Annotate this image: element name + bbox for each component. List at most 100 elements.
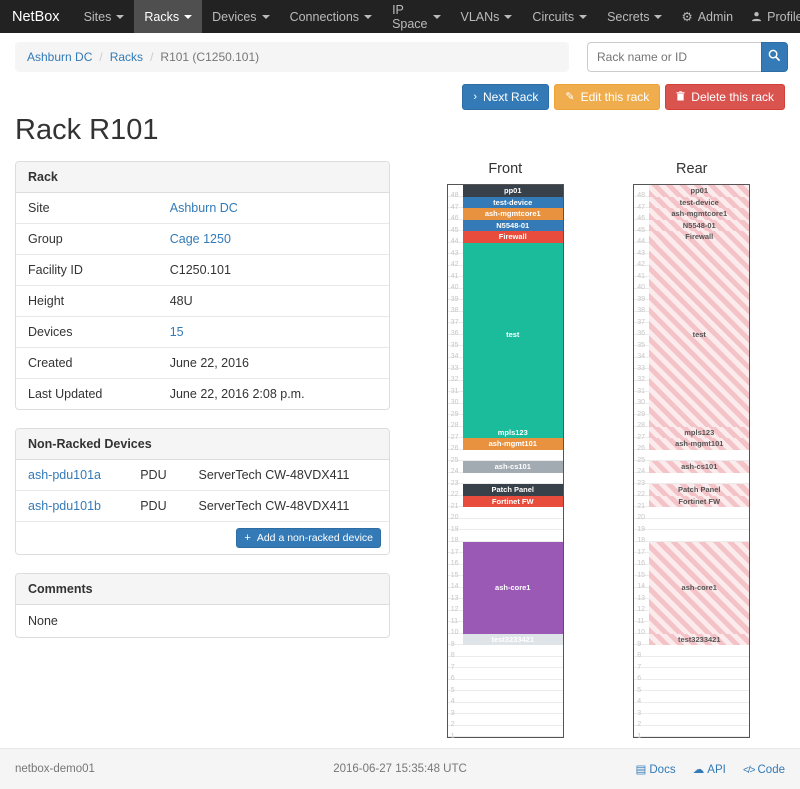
nav-item-connections[interactable]: Connections xyxy=(280,0,383,33)
device-front-fortinet-fw[interactable]: Fortinet FW xyxy=(462,495,563,507)
device-front-test-device[interactable]: test-device xyxy=(462,196,563,208)
attr-value: Cage 1250 xyxy=(157,223,389,255)
delete-rack-button[interactable]: Delete this rack xyxy=(665,84,785,110)
device-rear-n5548-01[interactable]: N5548-01 xyxy=(649,219,750,231)
footer-api-label: API xyxy=(707,764,726,776)
device-rear-test[interactable]: test xyxy=(649,242,750,427)
rack-attrs-body: Site Ashburn DC Group Cage 1250 Facility ID C… xyxy=(16,193,389,409)
add-non-racked-button[interactable]: + Add a non-racked device xyxy=(236,528,381,548)
attr-value: Ashburn DC xyxy=(158,193,389,224)
rack-unit-front-1: 1 xyxy=(447,726,563,740)
pencil-icon: ✎ xyxy=(565,90,575,103)
device-front-test[interactable]: test xyxy=(462,242,563,427)
chevron-down-icon xyxy=(654,14,663,19)
attr-label: Last Updated xyxy=(16,378,158,409)
rack-unit-front-4: 4 xyxy=(447,691,563,705)
unit-number: 21 xyxy=(637,502,646,510)
device-front-ash-core1[interactable]: ash-core1 xyxy=(462,541,563,634)
unit-number: 48 xyxy=(450,192,459,199)
unit-number: 42 xyxy=(637,261,646,268)
device-link[interactable]: ash-pdu101b xyxy=(28,499,101,513)
nav-item-devices[interactable]: Devices xyxy=(202,0,279,33)
device-rear-ash-mgmt101[interactable]: ash-mgmt101 xyxy=(649,438,750,450)
device-rear-mpls123[interactable]: mpls123 xyxy=(649,426,750,438)
unit-number: 43 xyxy=(637,249,646,257)
page-title: Rack R101 xyxy=(15,114,159,146)
unit-number: 41 xyxy=(637,272,646,280)
unit-number: 11 xyxy=(450,617,459,625)
rack-unit-rear-4: 4 xyxy=(634,691,750,705)
attr-value: 15 xyxy=(157,316,389,348)
attr-row-last-updated: Last Updated June 22, 2016 2:08 p.m. xyxy=(16,378,389,409)
device-rear-ash-core1[interactable]: ash-core1 xyxy=(649,541,750,634)
attr-row-height: Height 48U xyxy=(16,285,389,317)
unit-number: 43 xyxy=(450,249,459,257)
attr-value: C1250.101 xyxy=(157,254,389,286)
footer-api-link[interactable]: ☁ API xyxy=(693,764,726,776)
rack-search xyxy=(587,42,788,72)
unit-number: 10 xyxy=(637,629,646,636)
attr-label: Created xyxy=(16,347,158,379)
unit-number: 37 xyxy=(450,318,459,326)
nav-item-label: Circuits xyxy=(532,9,575,24)
footer-docs-link[interactable]: ▤ Docs xyxy=(636,764,676,776)
breadcrumb-item-racks[interactable]: Racks xyxy=(109,50,144,64)
device-front-ash-cs101[interactable]: ash-cs101 xyxy=(462,461,563,473)
next-rack-button[interactable]: › Next Rack xyxy=(462,84,550,110)
rack-unit-rear-20: 20 xyxy=(634,507,750,521)
unit-number: 27 xyxy=(637,433,646,441)
device-rear-ash-mgmtcore1[interactable]: ash-mgmtcore1 xyxy=(649,208,750,220)
device-front-n5548-01[interactable]: N5548-01 xyxy=(462,219,563,231)
attr-label: Group xyxy=(16,223,158,255)
footer-code-link[interactable]: </> Code xyxy=(743,764,785,776)
attr-label: Site xyxy=(28,201,50,215)
device-front-mpls123[interactable]: mpls123 xyxy=(462,426,563,438)
device-rear-fortinet-fw[interactable]: Fortinet FW xyxy=(649,495,750,507)
nav-item-vlans[interactable]: VLANs xyxy=(451,0,523,33)
attr-row-facility-id: Facility ID C1250.101 xyxy=(16,254,389,286)
comments-title: Comments xyxy=(16,574,389,605)
device-front-patch-panel[interactable]: Patch Panel xyxy=(462,484,563,496)
nav-item-secrets[interactable]: Secrets xyxy=(597,0,672,33)
device-front-pp01[interactable]: pp01 xyxy=(462,185,563,197)
non-racked-row-ash-pdu101a: ash-pdu101a PDU ServerTech CW-48VDX411 xyxy=(16,460,389,491)
device-front-firewall[interactable]: Firewall xyxy=(462,231,563,243)
unit-number: 5 xyxy=(637,686,642,694)
unit-number: 37 xyxy=(637,318,646,326)
breadcrumb-item-ashburn-dc[interactable]: Ashburn DC xyxy=(27,50,93,64)
edit-rack-button[interactable]: ✎ Edit this rack xyxy=(554,84,661,110)
device-rear-test3233421[interactable]: test3233421 xyxy=(649,633,750,645)
unit-number: 38 xyxy=(637,307,646,314)
non-racked-footer: + Add a non-racked device xyxy=(16,522,389,554)
nav-profile[interactable]: Profile xyxy=(742,0,800,33)
nav-item-circuits[interactable]: Circuits xyxy=(522,0,597,33)
attr-value-link[interactable]: 15 xyxy=(169,325,184,339)
device-front-ash-mgmt101[interactable]: ash-mgmt101 xyxy=(462,438,563,450)
comments-panel: Comments None xyxy=(15,573,390,638)
unit-number: 22 xyxy=(637,491,646,498)
chevron-down-icon xyxy=(504,14,513,19)
device-rear-firewall[interactable]: Firewall xyxy=(649,231,750,243)
brand[interactable]: NetBox xyxy=(12,8,60,25)
nav-item-racks[interactable]: Racks xyxy=(134,0,203,33)
device-rear-ash-cs101[interactable]: ash-cs101 xyxy=(649,461,750,473)
rack-unit-front-6: 6 xyxy=(447,668,563,682)
nav-item-label: Connections xyxy=(289,9,360,24)
nav-item-ip-space[interactable]: IP Space xyxy=(382,0,450,33)
nav-admin[interactable]: ⚙ Admin xyxy=(672,0,742,33)
device-front-test3233421[interactable]: test3233421 xyxy=(462,633,563,645)
rack-unit-front-2: 2 xyxy=(447,714,563,728)
nav-item-sites[interactable]: Sites xyxy=(74,0,135,33)
device-rear-patch-panel[interactable]: Patch Panel xyxy=(649,484,750,496)
next-rack-label: Next Rack xyxy=(483,90,539,104)
attr-value-link[interactable]: Ashburn DC xyxy=(169,201,238,215)
device-link[interactable]: ash-pdu101a xyxy=(28,468,101,482)
unit-number: 31 xyxy=(450,387,459,395)
search-input[interactable] xyxy=(587,42,761,72)
device-role-cell: PDU xyxy=(128,460,187,491)
device-rear-pp01[interactable]: pp01 xyxy=(649,185,750,197)
search-button[interactable] xyxy=(761,42,788,72)
device-rear-test-device[interactable]: test-device xyxy=(649,196,750,208)
attr-value-link[interactable]: Cage 1250 xyxy=(169,232,231,246)
device-front-ash-mgmtcore1[interactable]: ash-mgmtcore1 xyxy=(462,208,563,220)
